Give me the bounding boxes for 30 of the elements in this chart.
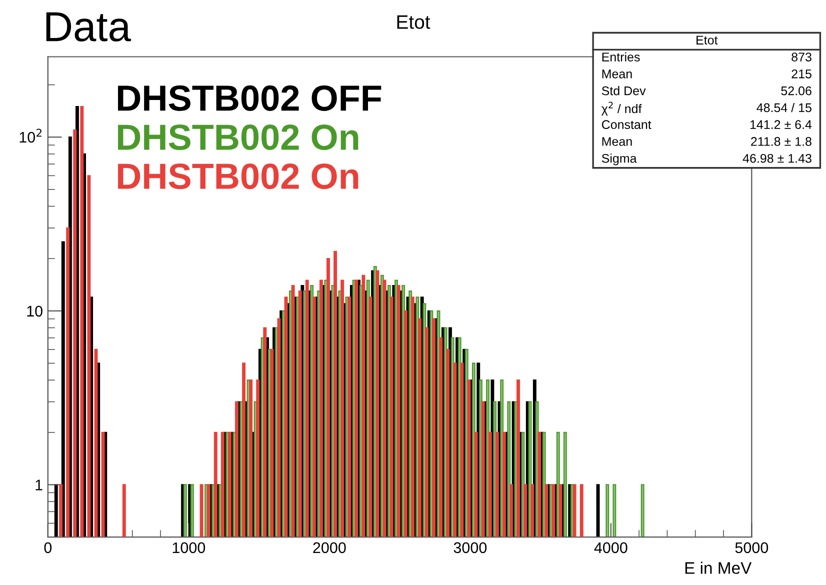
chart-title: Etot — [397, 15, 430, 29]
x-tick-label: 2000 — [313, 542, 346, 554]
annotation: Mean — [602, 70, 632, 78]
annotation: Entries — [602, 52, 640, 62]
y-tick-label: 10 — [27, 306, 42, 317]
x-tick-label: 5000 — [735, 542, 768, 554]
text: Etot — [696, 36, 718, 45]
annotation: Constant — [602, 120, 652, 130]
annotation: Mean — [602, 137, 632, 146]
series-label: DHSTB002 OFF — [118, 85, 382, 111]
text: 215 — [792, 69, 812, 78]
annotation: 141.2 ± 6.4 — [750, 120, 812, 130]
series-label: DHSTB002 On — [118, 164, 358, 190]
text: 48.54 / 15 — [756, 102, 812, 112]
annotation: 211.8 ± 1.8 — [751, 137, 812, 146]
annotation: 46.98 ± 1.43 — [742, 154, 812, 163]
y-tick-label: 1 — [36, 480, 42, 490]
text: 52.06 — [781, 86, 812, 96]
annotation: χ$^{2}$ / ndf — [601, 102, 642, 116]
x-axis-title: E in MeV — [685, 562, 752, 574]
y-tick-label: 10$^{2}$ — [20, 128, 42, 143]
x-tick-label: 3000 — [454, 542, 487, 554]
x-tick-label: 4000 — [594, 542, 628, 554]
x-tick-label: 0 — [44, 542, 52, 554]
annotation: Std Dev — [602, 86, 646, 96]
text: Data — [46, 12, 131, 42]
text: 873 — [792, 52, 812, 62]
text: DHSTB002 On — [118, 124, 358, 150]
annotation: Sigma — [602, 154, 637, 166]
x-tick-label: 1000 — [172, 542, 206, 554]
